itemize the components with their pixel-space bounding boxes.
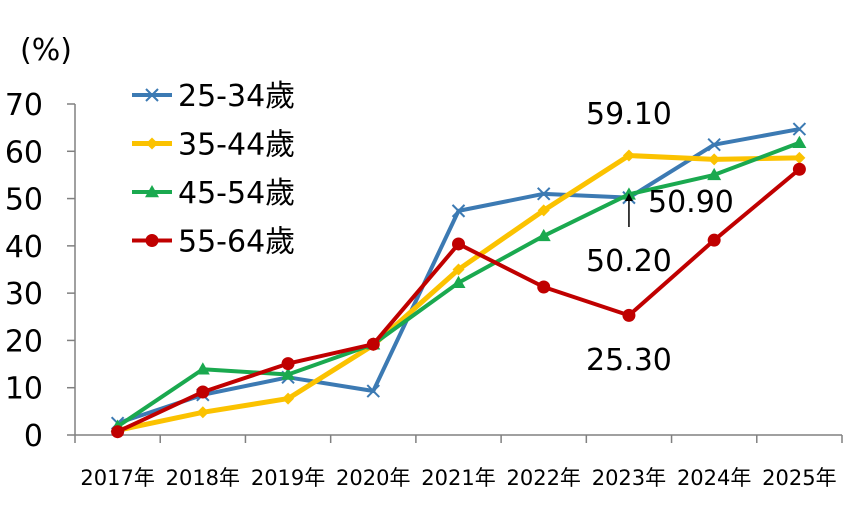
marker-stroke xyxy=(451,204,466,218)
marker-stroke xyxy=(707,137,721,152)
data-point xyxy=(196,406,209,419)
x-tick-labels: 2017年 2018年 2019年 2020年 2021年 2022年 2023年 2024年… xyxy=(80,466,836,490)
data-point xyxy=(707,137,721,152)
data-point xyxy=(793,151,806,164)
y-tick-label: 0 xyxy=(24,419,43,454)
y-tick-label: 50 xyxy=(5,183,43,218)
data-point xyxy=(792,162,806,176)
data-point xyxy=(451,204,466,218)
data-point xyxy=(281,357,295,371)
data-point xyxy=(111,425,125,439)
legend: 25-34歲 35-44歲 45-54歲 55-64歲 xyxy=(132,79,295,260)
data-point xyxy=(537,204,550,217)
data-label: 50.20 xyxy=(586,244,672,279)
legend-label: 35-44歲 xyxy=(178,128,295,163)
annotation-arrow-head xyxy=(624,193,633,201)
data-point xyxy=(536,228,551,242)
y-tick-label: 30 xyxy=(5,277,43,312)
data-label: 25.30 xyxy=(586,343,672,378)
legend-marker xyxy=(145,234,159,247)
series-lines xyxy=(110,122,807,439)
data-point xyxy=(622,149,635,162)
marker-stroke xyxy=(145,88,159,102)
data-point xyxy=(366,384,380,398)
data-label: 59.10 xyxy=(586,97,672,132)
x-tick-label: 2025年 xyxy=(762,466,836,490)
x-tick-label: 2022年 xyxy=(506,466,580,490)
axes xyxy=(67,103,843,443)
marker-stroke xyxy=(537,187,551,201)
data-point xyxy=(622,308,636,322)
data-point xyxy=(707,233,721,247)
legend-marker xyxy=(145,185,159,198)
data-point xyxy=(708,153,721,166)
y-unit-label: (%) xyxy=(20,33,72,68)
x-tick-label: 2019年 xyxy=(251,466,325,490)
data-point xyxy=(537,187,551,201)
legend-item: 55-64歲 xyxy=(132,225,295,260)
data-point xyxy=(537,280,551,294)
legend-item: 45-54歲 xyxy=(132,176,295,211)
data-point xyxy=(451,275,466,288)
y-tick-label: 20 xyxy=(5,324,43,359)
legend-marker xyxy=(146,137,158,150)
legend-marker xyxy=(145,88,159,102)
y-tick-label: 70 xyxy=(5,88,43,123)
x-tick-label: 2018年 xyxy=(166,466,240,490)
legend-label: 25-34歲 xyxy=(178,79,295,114)
x-tick-label: 2021年 xyxy=(421,466,495,490)
data-point xyxy=(195,362,210,375)
series-55-64歲 xyxy=(111,162,806,439)
legend-item: 25-34歲 xyxy=(132,79,295,114)
x-tick-label: 2020年 xyxy=(336,466,410,490)
data-point xyxy=(792,135,807,149)
y-tick-label: 60 xyxy=(5,135,43,170)
data-point xyxy=(281,367,296,380)
marker-stroke xyxy=(366,384,380,398)
data-point xyxy=(196,385,210,399)
x-tick-label: 2023年 xyxy=(592,466,666,490)
data-point xyxy=(452,263,465,276)
data-label: 50.90 xyxy=(648,185,734,220)
y-tick-label: 10 xyxy=(5,372,43,407)
x-tick-label: 2024年 xyxy=(677,466,751,490)
data-point xyxy=(707,167,722,181)
y-tick-labels: 0 10 20 30 40 50 60 70 xyxy=(5,88,43,454)
annotations: 59.10 50.90 50.20 25.30 xyxy=(586,97,734,378)
legend-label: 55-64歲 xyxy=(178,225,295,260)
data-point xyxy=(282,392,295,405)
data-point xyxy=(366,337,380,351)
legend-label: 45-54歲 xyxy=(178,176,295,211)
x-tick-label: 2017年 xyxy=(80,466,154,490)
data-point xyxy=(792,122,807,136)
y-tick-label: 40 xyxy=(5,230,43,265)
data-point xyxy=(452,237,465,251)
legend-item: 35-44歲 xyxy=(132,128,295,163)
marker-stroke xyxy=(792,122,807,136)
